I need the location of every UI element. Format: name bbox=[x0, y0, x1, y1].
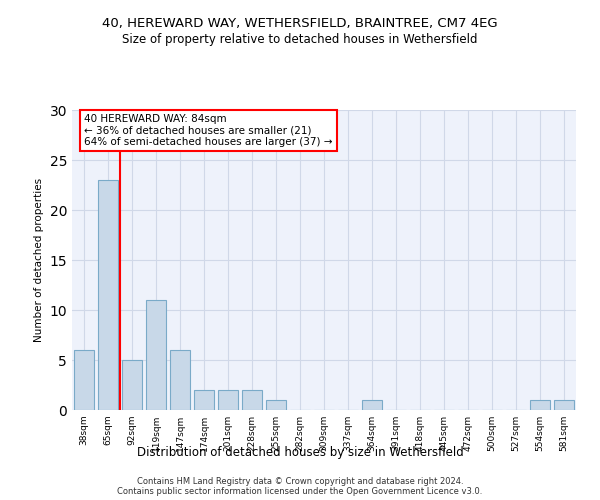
Bar bbox=[530, 400, 550, 410]
Text: Contains HM Land Registry data © Crown copyright and database right 2024.: Contains HM Land Registry data © Crown c… bbox=[137, 476, 463, 486]
Text: Contains public sector information licensed under the Open Government Licence v3: Contains public sector information licen… bbox=[118, 488, 482, 496]
Text: Distribution of detached houses by size in Wethersfield: Distribution of detached houses by size … bbox=[137, 446, 463, 459]
Bar bbox=[266, 400, 286, 410]
Text: Size of property relative to detached houses in Wethersfield: Size of property relative to detached ho… bbox=[122, 32, 478, 46]
Bar bbox=[146, 300, 166, 410]
Bar bbox=[122, 360, 142, 410]
Bar bbox=[362, 400, 382, 410]
Y-axis label: Number of detached properties: Number of detached properties bbox=[34, 178, 44, 342]
Bar bbox=[74, 350, 94, 410]
Bar bbox=[554, 400, 574, 410]
Bar bbox=[98, 180, 118, 410]
Bar bbox=[218, 390, 238, 410]
Bar bbox=[242, 390, 262, 410]
Bar bbox=[194, 390, 214, 410]
Bar bbox=[170, 350, 190, 410]
Text: 40, HEREWARD WAY, WETHERSFIELD, BRAINTREE, CM7 4EG: 40, HEREWARD WAY, WETHERSFIELD, BRAINTRE… bbox=[102, 18, 498, 30]
Text: 40 HEREWARD WAY: 84sqm
← 36% of detached houses are smaller (21)
64% of semi-det: 40 HEREWARD WAY: 84sqm ← 36% of detached… bbox=[84, 114, 332, 147]
